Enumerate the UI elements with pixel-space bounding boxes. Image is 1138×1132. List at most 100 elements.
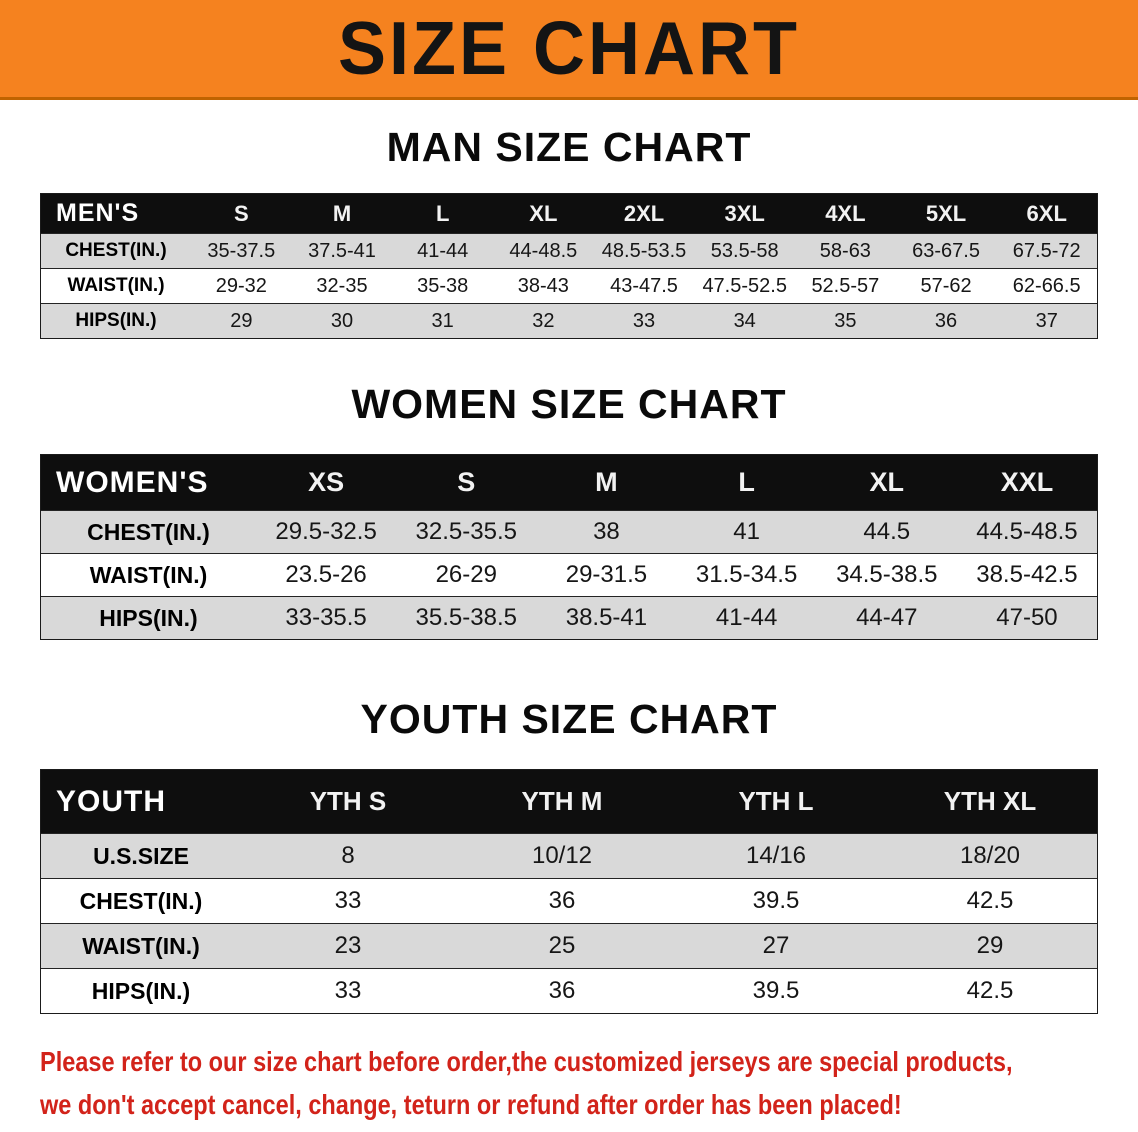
- cell: 33-35.5: [285, 604, 367, 631]
- table-row: CHEST(IN.) 33 36 39.5 42.5: [41, 878, 1097, 923]
- title-banner: SIZE CHART: [0, 0, 1138, 100]
- cell: 44.5: [863, 518, 911, 545]
- cell: 37: [1035, 309, 1058, 332]
- cell: 31.5-34.5: [695, 561, 798, 588]
- cell: 58-63: [819, 239, 871, 262]
- cell: 32-35: [316, 274, 368, 297]
- row-label: WAIST(IN.): [82, 932, 200, 959]
- table-row: WAIST(IN.) 23.5-26 26-29 29-31.5 31.5-34…: [41, 553, 1097, 596]
- row-label: HIPS(IN.): [99, 604, 198, 631]
- cell: 35.5-38.5: [415, 604, 517, 631]
- cell: 33: [632, 309, 656, 332]
- cell: 57-62: [920, 274, 972, 297]
- cell: 36: [548, 977, 576, 1004]
- cell: 34.5-38.5: [836, 561, 938, 588]
- col-header: M: [332, 200, 352, 226]
- row-label: HIPS(IN.): [75, 310, 157, 331]
- col-header: 3XL: [724, 200, 765, 226]
- cell: 29: [230, 309, 253, 332]
- men-size-table: MEN'S S M L XL 2XL 3XL 4XL 5XL 6XL CHEST…: [40, 193, 1098, 339]
- cell: 47.5-52.5: [702, 274, 787, 297]
- cell: 33: [334, 977, 362, 1004]
- cell: 29-31.5: [565, 561, 648, 588]
- cell: 39.5: [752, 977, 800, 1004]
- cell: 41-44: [417, 239, 469, 262]
- cell: 32.5-35.5: [415, 518, 517, 545]
- youth-size-table: YOUTH YTH S YTH M YTH L YTH XL U.S.SIZE …: [40, 769, 1098, 1014]
- table-row: HIPS(IN.) 33 36 39.5 42.5: [41, 968, 1097, 1013]
- cell: 38-43: [517, 274, 569, 297]
- cell: 14/16: [745, 842, 807, 869]
- col-header: YTH S: [309, 786, 387, 816]
- col-header: XS: [308, 467, 345, 497]
- table-row: WAIST(IN.) 23 25 27 29: [41, 923, 1097, 968]
- women-size-table: WOMEN'S XS S M L XL XXL CHEST(IN.) 29.5-…: [40, 454, 1098, 640]
- col-header: S: [457, 467, 476, 497]
- cell: 53.5-58: [710, 239, 779, 262]
- col-header: 6XL: [1026, 200, 1067, 226]
- cell: 35-38: [417, 274, 469, 297]
- cell: 37.5-41: [308, 239, 376, 262]
- cell: 38.5-41: [565, 604, 648, 631]
- col-header: YTH XL: [943, 786, 1037, 816]
- women-header-row: WOMEN'S XS S M L XL XXL: [41, 455, 1097, 510]
- cell: 29.5-32.5: [275, 518, 377, 545]
- table-row: CHEST(IN.) 29.5-32.5 32.5-35.5 38 41 44.…: [41, 510, 1097, 553]
- cell: 41: [733, 518, 760, 545]
- cell: 38: [593, 518, 620, 545]
- cell: 27: [762, 932, 790, 959]
- cell: 34: [733, 309, 756, 332]
- cell: 38.5-42.5: [976, 561, 1078, 588]
- col-header: L: [435, 200, 450, 226]
- cell: 52.5-57: [811, 274, 880, 297]
- row-label: WAIST(IN.): [89, 561, 208, 588]
- table-row: HIPS(IN.) 29 30 31 32 33 34 35 36 37: [41, 303, 1097, 338]
- cell: 39.5: [752, 887, 800, 914]
- row-label: CHEST(IN.): [79, 887, 203, 914]
- cell: 35: [834, 309, 857, 332]
- disclaimer-line-1: Please refer to our size chart before or…: [40, 1046, 1013, 1077]
- cell: 23: [334, 932, 362, 959]
- cell: 43-47.5: [610, 274, 678, 297]
- youth-table-label: YOUTH: [56, 784, 166, 818]
- col-header: 2XL: [623, 200, 665, 226]
- page-title: SIZE CHART: [338, 6, 800, 91]
- cell: 47-50: [996, 604, 1058, 631]
- cell: 42.5: [966, 887, 1014, 914]
- col-header: XL: [869, 467, 905, 497]
- man-section-heading: MAN SIZE CHART: [386, 124, 752, 170]
- cell: 23.5-26: [285, 561, 367, 588]
- cell: 36: [548, 887, 576, 914]
- col-header: YTH M: [521, 786, 603, 816]
- men-table-label: MEN'S: [56, 199, 140, 227]
- table-row: CHEST(IN.) 35-37.5 37.5-41 41-44 44-48.5…: [41, 233, 1097, 268]
- cell: 8: [341, 842, 355, 869]
- cell: 25: [548, 932, 576, 959]
- youth-section-heading: YOUTH SIZE CHART: [360, 696, 778, 742]
- cell: 33: [334, 887, 362, 914]
- cell: 29-32: [215, 274, 267, 297]
- table-row: WAIST(IN.) 29-32 32-35 35-38 38-43 43-47…: [41, 268, 1097, 303]
- cell: 44-48.5: [509, 239, 578, 262]
- cell: 62-66.5: [1012, 274, 1081, 297]
- row-label: CHEST(IN.): [87, 518, 210, 545]
- col-header: 4XL: [825, 200, 866, 226]
- disclaimer-line-2: we don't accept cancel, change, teturn o…: [40, 1089, 902, 1121]
- cell: 10/12: [531, 842, 593, 869]
- cell: 18/20: [959, 842, 1021, 869]
- row-label: U.S.SIZE: [93, 842, 189, 869]
- col-header: S: [233, 200, 249, 226]
- col-header: 5XL: [925, 200, 967, 226]
- women-section-heading: WOMEN SIZE CHART: [351, 381, 787, 427]
- cell: 42.5: [966, 977, 1014, 1004]
- row-label: HIPS(IN.): [91, 977, 191, 1004]
- table-row: U.S.SIZE 8 10/12 14/16 18/20: [41, 833, 1097, 878]
- women-table-label: WOMEN'S: [56, 465, 209, 499]
- col-header: XXL: [1000, 467, 1054, 497]
- row-label: CHEST(IN.): [65, 240, 167, 261]
- row-label: WAIST(IN.): [67, 275, 165, 296]
- cell: 41-44: [715, 604, 778, 631]
- col-header: M: [595, 467, 618, 497]
- men-header-row: MEN'S S M L XL 2XL 3XL 4XL 5XL 6XL: [41, 194, 1097, 233]
